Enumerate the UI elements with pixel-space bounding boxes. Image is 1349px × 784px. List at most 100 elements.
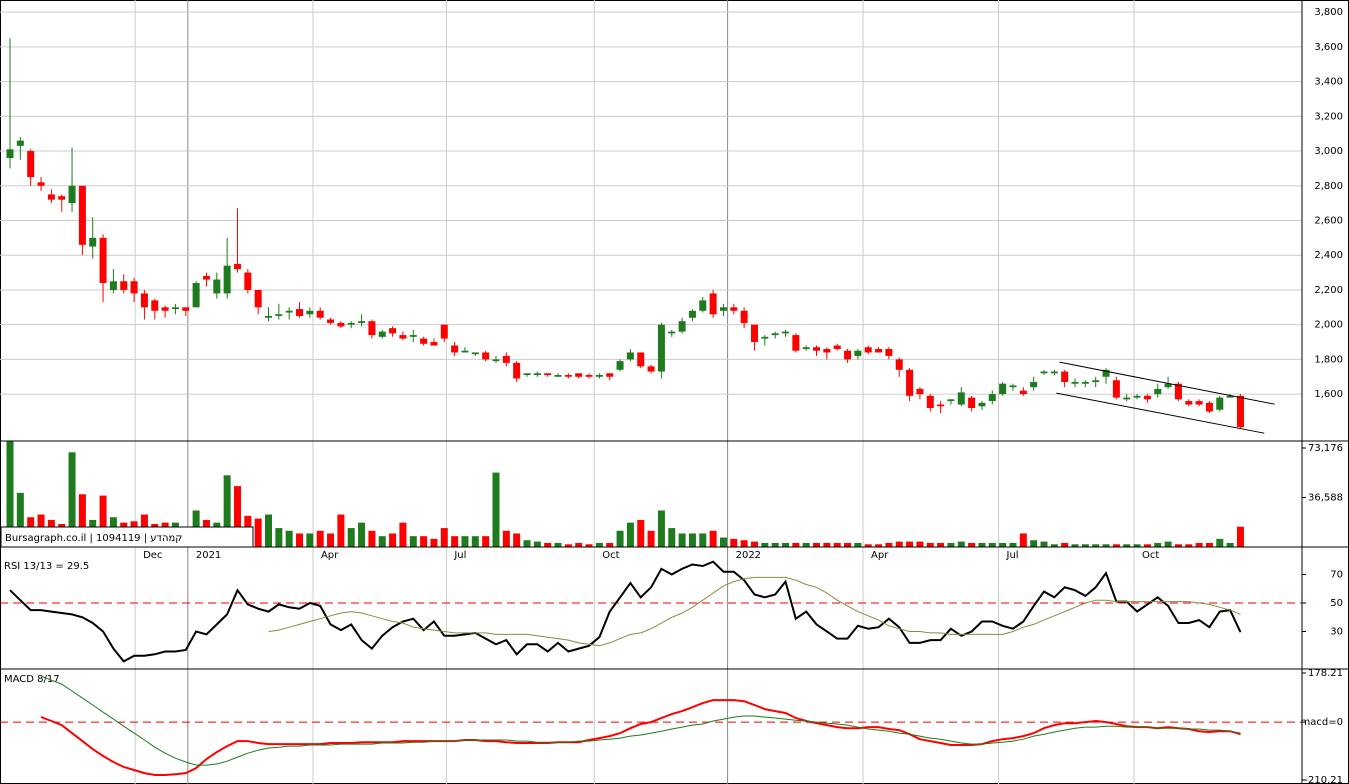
volume-bar <box>688 533 696 547</box>
candle-body <box>875 348 883 353</box>
candle-body <box>616 361 624 370</box>
candle-body <box>854 350 862 356</box>
volume-bar <box>616 530 624 547</box>
volume-bar <box>709 530 717 547</box>
x-tick-label: Dec <box>143 550 162 561</box>
volume-bar <box>1195 542 1203 547</box>
candle-body <box>285 310 293 313</box>
volume-bar <box>275 528 283 547</box>
candle-body <box>306 310 314 315</box>
candle-body <box>544 373 552 376</box>
candle-body <box>1154 388 1162 395</box>
volume-bar <box>926 542 934 547</box>
volume-bar <box>358 522 366 547</box>
volume-bar <box>740 540 748 547</box>
y-tick-label: 3,200 <box>1314 111 1343 122</box>
candle-body <box>1112 380 1120 398</box>
candle-body <box>47 194 55 200</box>
candle-body <box>999 383 1007 395</box>
volume-bar <box>606 542 614 547</box>
y-tick-label: 2,800 <box>1314 181 1343 192</box>
volume-bar <box>968 542 976 547</box>
candle-body <box>719 307 727 311</box>
candle-body <box>358 321 366 323</box>
candle-body <box>668 331 676 334</box>
volume-bar <box>1019 533 1027 547</box>
volume-bar <box>513 533 521 547</box>
candle-body <box>595 375 603 377</box>
candle-body <box>68 185 76 204</box>
y-tick-label: 70 <box>1330 570 1343 581</box>
candle-body <box>1040 371 1048 374</box>
panel-title: MACD 8/17 <box>4 674 60 685</box>
volume-bar <box>1092 544 1100 547</box>
volume-bar <box>937 542 945 547</box>
volume-bar <box>6 441 14 547</box>
volume-bar <box>750 541 758 547</box>
volume-bar <box>482 536 490 547</box>
volume-bar <box>864 544 872 547</box>
volume-bar <box>1143 544 1151 547</box>
candle-body <box>513 362 521 379</box>
x-tick-label: Jul <box>1006 550 1019 561</box>
volume-bar <box>947 542 955 547</box>
candle-body <box>78 185 86 245</box>
candle-body <box>1019 390 1027 395</box>
volume-bar <box>1050 544 1058 547</box>
volume-bar <box>533 541 541 547</box>
candle-body <box>1133 395 1141 398</box>
candle-body <box>564 375 572 377</box>
candle-body <box>906 369 914 396</box>
trend-line <box>1056 392 1265 434</box>
volume-bar <box>885 542 893 547</box>
volume-bar <box>988 542 996 547</box>
candle-body <box>657 324 665 372</box>
candle-body <box>1226 395 1234 398</box>
volume-bar <box>523 540 531 547</box>
volume-bar <box>1185 544 1193 547</box>
x-tick-label: Apr <box>321 550 339 561</box>
candle-body <box>885 348 893 356</box>
volume-bar <box>1081 544 1089 547</box>
volume-bar <box>223 475 231 547</box>
candle-body <box>1164 383 1172 388</box>
candle-body <box>864 347 872 353</box>
volume-bar <box>833 542 841 547</box>
candle-body <box>1081 381 1089 384</box>
volume-bar <box>978 542 986 547</box>
volume-bar <box>916 541 924 547</box>
volume-bar <box>1123 544 1131 547</box>
y-tick-label: 36,588 <box>1308 492 1343 503</box>
candle-body <box>750 324 758 343</box>
candle-body <box>916 388 924 395</box>
panel-title: RSI 13/13 = 29.5 <box>4 561 89 572</box>
candle-body <box>471 352 479 355</box>
volume-bar <box>1216 538 1224 547</box>
candle-body <box>1009 385 1017 388</box>
candle-body <box>89 237 97 247</box>
candle-body <box>1061 371 1069 382</box>
volume-bar <box>1174 544 1182 547</box>
volume-bar <box>854 542 862 547</box>
volume-bar <box>378 536 386 547</box>
watermark: Bursagraph.co.il | 1094119 | קמהדע <box>5 533 182 544</box>
candle-body <box>626 352 634 360</box>
volume-bar <box>389 533 397 547</box>
y-tick-label: 2,000 <box>1314 320 1343 331</box>
volume-bar <box>771 542 779 547</box>
candle-body <box>978 402 986 407</box>
candle-body <box>244 272 252 290</box>
volume-bar <box>844 542 852 547</box>
candle-body <box>233 263 241 270</box>
candle-body <box>968 397 976 409</box>
indicator-line <box>40 675 1241 766</box>
candle-body <box>709 293 717 315</box>
volume-bar <box>285 530 293 547</box>
volume-bar <box>782 542 789 547</box>
candle-body <box>792 335 800 351</box>
volume-bar <box>368 530 376 547</box>
volume-bar <box>1071 544 1079 547</box>
candle-body <box>254 289 262 308</box>
volume-bar <box>1061 542 1069 547</box>
volume-bar <box>1112 544 1120 547</box>
